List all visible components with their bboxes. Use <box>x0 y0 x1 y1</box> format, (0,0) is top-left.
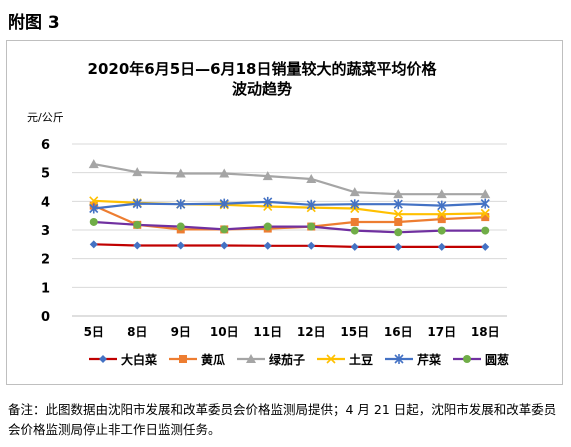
data-point <box>394 217 403 226</box>
legend-label: 大白菜 <box>121 352 157 367</box>
data-point <box>481 226 490 235</box>
data-point <box>306 199 316 210</box>
legend-marker <box>463 355 471 363</box>
legend-marker <box>179 355 187 363</box>
data-point <box>220 225 229 234</box>
legend-marker <box>394 354 404 364</box>
chart-subtitle: 波动趋势 <box>232 80 292 98</box>
data-point <box>220 241 229 250</box>
data-point <box>88 159 99 169</box>
data-point <box>437 226 446 235</box>
x-tick-label: 16日 <box>384 325 413 339</box>
y-tick-label: 4 <box>41 195 50 210</box>
legend-label: 圆葱 <box>485 352 509 367</box>
x-tick-label: 18日 <box>471 325 500 339</box>
x-tick-label: 11日 <box>253 325 282 339</box>
y-tick-label: 1 <box>41 281 50 296</box>
y-tick-label: 0 <box>41 310 50 325</box>
legend-label: 芹菜 <box>417 352 441 367</box>
data-point <box>437 209 447 219</box>
data-point <box>89 196 99 206</box>
series-line-3 <box>93 163 486 196</box>
x-tick-label: 8日 <box>127 325 147 339</box>
page-heading: 附图 3 <box>8 13 60 33</box>
data-point <box>437 215 446 224</box>
legend-marker <box>326 354 336 364</box>
data-point <box>219 198 229 209</box>
data-point <box>219 168 230 178</box>
legend-label: 土豆 <box>349 352 373 367</box>
data-point <box>393 199 403 210</box>
data-point <box>132 167 143 177</box>
x-tick-label: 9日 <box>171 325 191 339</box>
series-line-6 <box>93 220 486 234</box>
data-point <box>89 240 98 249</box>
data-point <box>436 189 447 199</box>
data-point <box>176 241 185 250</box>
y-tick-label: 3 <box>41 224 50 239</box>
data-point <box>263 222 272 231</box>
data-point <box>350 226 359 235</box>
data-point <box>89 217 98 226</box>
x-tick-label: 5日 <box>84 325 104 339</box>
data-point <box>176 222 185 231</box>
legend-label: 黄瓜 <box>201 352 225 367</box>
y-tick-label: 5 <box>41 167 50 182</box>
data-point <box>350 217 359 226</box>
data-point <box>393 189 404 199</box>
data-point <box>89 203 99 214</box>
x-tick-label: 17日 <box>427 325 456 339</box>
data-point <box>133 220 142 229</box>
data-point <box>480 189 491 199</box>
x-tick-label: 15日 <box>340 325 369 339</box>
legend-label: 绿茄子 <box>269 352 305 367</box>
data-point <box>263 196 273 207</box>
y-axis-label: 元/公斤 <box>27 111 64 124</box>
data-point <box>480 198 490 209</box>
data-point <box>132 198 142 209</box>
y-tick-label: 2 <box>41 253 50 268</box>
data-point <box>349 187 360 197</box>
data-point <box>350 242 359 251</box>
data-point <box>394 242 403 251</box>
data-point <box>393 209 403 219</box>
data-point <box>307 222 316 231</box>
footnote: 备注：此图数据由沈阳市发展和改革委员会价格监测局提供；4 月 21 日起，沈阳市… <box>8 402 557 437</box>
legend-marker <box>246 354 256 363</box>
data-point <box>306 173 317 183</box>
data-point <box>480 208 490 218</box>
series-line-5 <box>93 200 486 210</box>
chart-title: 2020年6月5日—6月18日销量较大的蔬菜平均价格 <box>88 60 438 78</box>
data-point <box>133 241 142 250</box>
data-point <box>437 242 446 251</box>
data-point <box>175 168 186 178</box>
data-point <box>481 242 490 251</box>
x-tick-label: 12日 <box>297 325 326 339</box>
x-tick-label: 10日 <box>210 325 239 339</box>
legend-marker <box>99 355 107 363</box>
y-tick-label: 6 <box>41 138 50 153</box>
data-point <box>176 199 186 210</box>
series-line-1 <box>93 243 486 248</box>
data-point <box>437 200 447 211</box>
data-point <box>263 241 272 250</box>
data-point <box>350 199 360 210</box>
data-point <box>394 228 403 237</box>
data-point <box>307 241 316 250</box>
data-point <box>481 213 490 222</box>
chart-frame: 2020年6月5日—6月18日销量较大的蔬菜平均价格 波动趋势元/公斤 0 1 2 3 4 5… <box>6 40 563 385</box>
data-point <box>262 171 273 181</box>
